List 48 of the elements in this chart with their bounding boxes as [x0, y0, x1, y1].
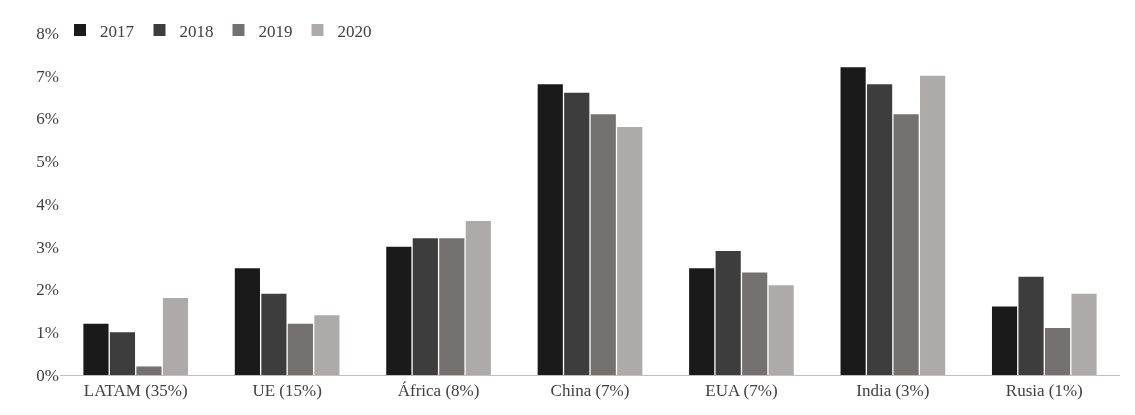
y-tick-label: 0%: [36, 365, 59, 385]
bar: [715, 251, 741, 375]
x-tick-label: India (3%): [856, 381, 930, 401]
y-tick-label: 3%: [36, 237, 59, 257]
bar: [1071, 293, 1097, 375]
bar: [617, 127, 643, 375]
bar: [261, 293, 287, 375]
bar: [136, 366, 162, 375]
legend-label: 2017: [100, 21, 135, 41]
y-tick-label: 6%: [36, 109, 59, 129]
bar: [867, 84, 893, 375]
bar: [1044, 327, 1071, 375]
bar: [412, 238, 438, 375]
bar: [109, 332, 136, 375]
bar: [465, 221, 491, 375]
bar: [991, 306, 1018, 375]
x-tick-label: Rusia (1%): [1005, 381, 1083, 401]
legend-label: 2019: [258, 21, 293, 41]
bar: [314, 315, 340, 375]
bar: [537, 84, 563, 375]
y-tick-label: 4%: [36, 194, 59, 214]
y-tick-label: 5%: [36, 152, 59, 172]
x-tick-label: EUA (7%): [705, 381, 778, 401]
bar: [234, 268, 260, 375]
y-tick-label: 7%: [36, 66, 59, 86]
bar: [590, 114, 616, 375]
x-tick-label: África (8%): [397, 381, 480, 401]
bar: [564, 92, 590, 375]
bar: [162, 298, 189, 375]
y-tick-label: 2%: [36, 280, 59, 300]
y-tick-label: 1%: [36, 323, 59, 343]
y-tick-label: 8%: [36, 23, 59, 43]
bar: [287, 323, 313, 375]
bar: [386, 246, 412, 375]
bar: [439, 238, 465, 375]
legend-label: 2018: [179, 21, 214, 41]
bar: [689, 268, 715, 375]
bar: [1018, 276, 1044, 375]
x-tick-label: UE (15%): [252, 381, 322, 401]
bar: [768, 285, 794, 375]
x-tick-label: China (7%): [550, 381, 630, 401]
x-tick-label: LATAM (35%): [83, 381, 188, 401]
bar: [893, 114, 919, 375]
bar: [840, 67, 866, 375]
bar: [920, 75, 946, 375]
bar: [742, 272, 768, 375]
legend-label: 2020: [337, 21, 372, 41]
bar: [83, 323, 109, 375]
